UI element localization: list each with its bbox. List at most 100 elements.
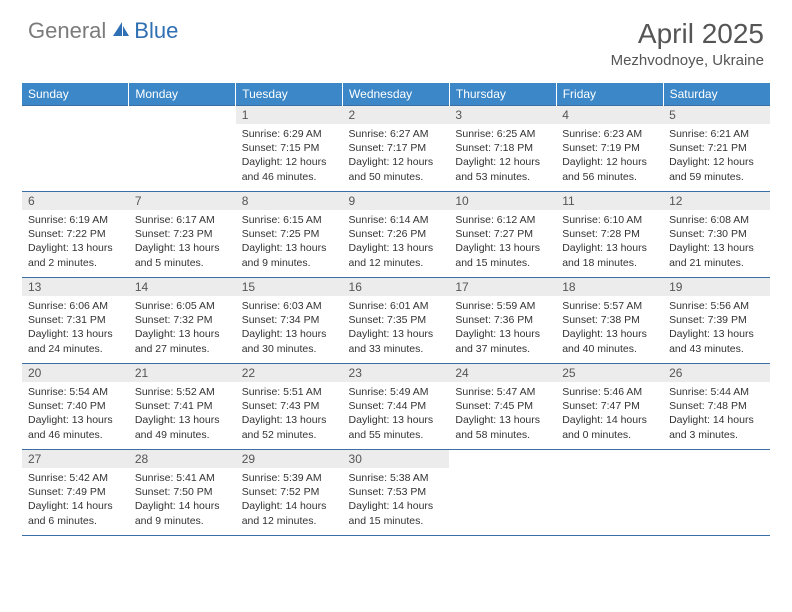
day-content: Sunrise: 6:05 AMSunset: 7:32 PMDaylight:…	[129, 296, 236, 360]
sunrise-text: Sunrise: 6:08 AM	[669, 213, 764, 227]
col-friday: Friday	[556, 83, 663, 106]
daylight-line2: and 9 minutes.	[135, 514, 230, 528]
sunrise-text: Sunrise: 5:38 AM	[349, 471, 444, 485]
day-content: Sunrise: 6:10 AMSunset: 7:28 PMDaylight:…	[556, 210, 663, 274]
day-cell: 29Sunrise: 5:39 AMSunset: 7:52 PMDayligh…	[236, 450, 343, 536]
day-number: 19	[663, 278, 770, 296]
sunrise-text: Sunrise: 6:12 AM	[455, 213, 550, 227]
day-number: 13	[22, 278, 129, 296]
daylight-line1: Daylight: 12 hours	[669, 155, 764, 169]
sunrise-text: Sunrise: 5:56 AM	[669, 299, 764, 313]
daylight-line1: Daylight: 14 hours	[242, 499, 337, 513]
daylight-line2: and 37 minutes.	[455, 342, 550, 356]
day-cell: 20Sunrise: 5:54 AMSunset: 7:40 PMDayligh…	[22, 364, 129, 450]
day-cell: 18Sunrise: 5:57 AMSunset: 7:38 PMDayligh…	[556, 278, 663, 364]
daylight-line2: and 15 minutes.	[349, 514, 444, 528]
day-cell	[129, 106, 236, 192]
day-content: Sunrise: 6:12 AMSunset: 7:27 PMDaylight:…	[449, 210, 556, 274]
daylight-line1: Daylight: 13 hours	[669, 241, 764, 255]
sunset-text: Sunset: 7:41 PM	[135, 399, 230, 413]
logo-text-blue: Blue	[134, 18, 178, 44]
daylight-line1: Daylight: 13 hours	[28, 327, 123, 341]
sunrise-text: Sunrise: 6:27 AM	[349, 127, 444, 141]
daylight-line2: and 3 minutes.	[669, 428, 764, 442]
day-number: 12	[663, 192, 770, 210]
day-number: 4	[556, 106, 663, 124]
daylight-line2: and 46 minutes.	[28, 428, 123, 442]
day-number: 22	[236, 364, 343, 382]
day-cell: 25Sunrise: 5:46 AMSunset: 7:47 PMDayligh…	[556, 364, 663, 450]
day-number: 20	[22, 364, 129, 382]
day-content: Sunrise: 6:01 AMSunset: 7:35 PMDaylight:…	[343, 296, 450, 360]
sunset-text: Sunset: 7:50 PM	[135, 485, 230, 499]
sunset-text: Sunset: 7:47 PM	[562, 399, 657, 413]
day-cell: 17Sunrise: 5:59 AMSunset: 7:36 PMDayligh…	[449, 278, 556, 364]
daylight-line2: and 9 minutes.	[242, 256, 337, 270]
day-content: Sunrise: 5:56 AMSunset: 7:39 PMDaylight:…	[663, 296, 770, 360]
day-number: 10	[449, 192, 556, 210]
daylight-line1: Daylight: 13 hours	[349, 241, 444, 255]
sunset-text: Sunset: 7:23 PM	[135, 227, 230, 241]
day-content: Sunrise: 6:19 AMSunset: 7:22 PMDaylight:…	[22, 210, 129, 274]
week-row: 6Sunrise: 6:19 AMSunset: 7:22 PMDaylight…	[22, 192, 770, 278]
day-content: Sunrise: 6:08 AMSunset: 7:30 PMDaylight:…	[663, 210, 770, 274]
day-cell: 21Sunrise: 5:52 AMSunset: 7:41 PMDayligh…	[129, 364, 236, 450]
col-wednesday: Wednesday	[343, 83, 450, 106]
daylight-line1: Daylight: 14 hours	[562, 413, 657, 427]
sunrise-text: Sunrise: 6:19 AM	[28, 213, 123, 227]
title-block: April 2025 Mezhvodnoye, Ukraine	[611, 18, 764, 69]
sunrise-text: Sunrise: 6:29 AM	[242, 127, 337, 141]
col-tuesday: Tuesday	[236, 83, 343, 106]
sunrise-text: Sunrise: 6:10 AM	[562, 213, 657, 227]
day-content: Sunrise: 5:41 AMSunset: 7:50 PMDaylight:…	[129, 468, 236, 532]
daylight-line2: and 30 minutes.	[242, 342, 337, 356]
daylight-line2: and 21 minutes.	[669, 256, 764, 270]
day-cell: 30Sunrise: 5:38 AMSunset: 7:53 PMDayligh…	[343, 450, 450, 536]
daylight-line2: and 2 minutes.	[28, 256, 123, 270]
day-number: 5	[663, 106, 770, 124]
day-content: Sunrise: 5:46 AMSunset: 7:47 PMDaylight:…	[556, 382, 663, 446]
daylight-line2: and 12 minutes.	[242, 514, 337, 528]
day-cell: 13Sunrise: 6:06 AMSunset: 7:31 PMDayligh…	[22, 278, 129, 364]
day-content: Sunrise: 5:59 AMSunset: 7:36 PMDaylight:…	[449, 296, 556, 360]
weekday-header-row: Sunday Monday Tuesday Wednesday Thursday…	[22, 83, 770, 106]
daylight-line1: Daylight: 13 hours	[135, 241, 230, 255]
daylight-line2: and 53 minutes.	[455, 170, 550, 184]
sunrise-text: Sunrise: 5:49 AM	[349, 385, 444, 399]
day-number: 26	[663, 364, 770, 382]
logo: General Blue	[28, 18, 178, 44]
daylight-line1: Daylight: 13 hours	[455, 241, 550, 255]
sunrise-text: Sunrise: 6:01 AM	[349, 299, 444, 313]
week-row: 13Sunrise: 6:06 AMSunset: 7:31 PMDayligh…	[22, 278, 770, 364]
daylight-line1: Daylight: 14 hours	[135, 499, 230, 513]
sunset-text: Sunset: 7:28 PM	[562, 227, 657, 241]
daylight-line2: and 12 minutes.	[349, 256, 444, 270]
day-cell: 27Sunrise: 5:42 AMSunset: 7:49 PMDayligh…	[22, 450, 129, 536]
sunset-text: Sunset: 7:31 PM	[28, 313, 123, 327]
daylight-line2: and 58 minutes.	[455, 428, 550, 442]
calendar-table: Sunday Monday Tuesday Wednesday Thursday…	[22, 83, 770, 536]
sunrise-text: Sunrise: 5:39 AM	[242, 471, 337, 485]
day-cell: 19Sunrise: 5:56 AMSunset: 7:39 PMDayligh…	[663, 278, 770, 364]
day-number: 9	[343, 192, 450, 210]
sunset-text: Sunset: 7:44 PM	[349, 399, 444, 413]
day-number: 27	[22, 450, 129, 468]
sunset-text: Sunset: 7:35 PM	[349, 313, 444, 327]
week-row: 27Sunrise: 5:42 AMSunset: 7:49 PMDayligh…	[22, 450, 770, 536]
day-number: 7	[129, 192, 236, 210]
sunset-text: Sunset: 7:43 PM	[242, 399, 337, 413]
sunset-text: Sunset: 7:15 PM	[242, 141, 337, 155]
day-cell: 5Sunrise: 6:21 AMSunset: 7:21 PMDaylight…	[663, 106, 770, 192]
sunrise-text: Sunrise: 6:15 AM	[242, 213, 337, 227]
day-cell: 2Sunrise: 6:27 AMSunset: 7:17 PMDaylight…	[343, 106, 450, 192]
day-number: 30	[343, 450, 450, 468]
daylight-line2: and 55 minutes.	[349, 428, 444, 442]
day-cell: 23Sunrise: 5:49 AMSunset: 7:44 PMDayligh…	[343, 364, 450, 450]
week-row: 1Sunrise: 6:29 AMSunset: 7:15 PMDaylight…	[22, 106, 770, 192]
sunset-text: Sunset: 7:52 PM	[242, 485, 337, 499]
daylight-line2: and 52 minutes.	[242, 428, 337, 442]
daylight-line1: Daylight: 13 hours	[242, 327, 337, 341]
day-cell: 16Sunrise: 6:01 AMSunset: 7:35 PMDayligh…	[343, 278, 450, 364]
col-thursday: Thursday	[449, 83, 556, 106]
sunrise-text: Sunrise: 5:44 AM	[669, 385, 764, 399]
